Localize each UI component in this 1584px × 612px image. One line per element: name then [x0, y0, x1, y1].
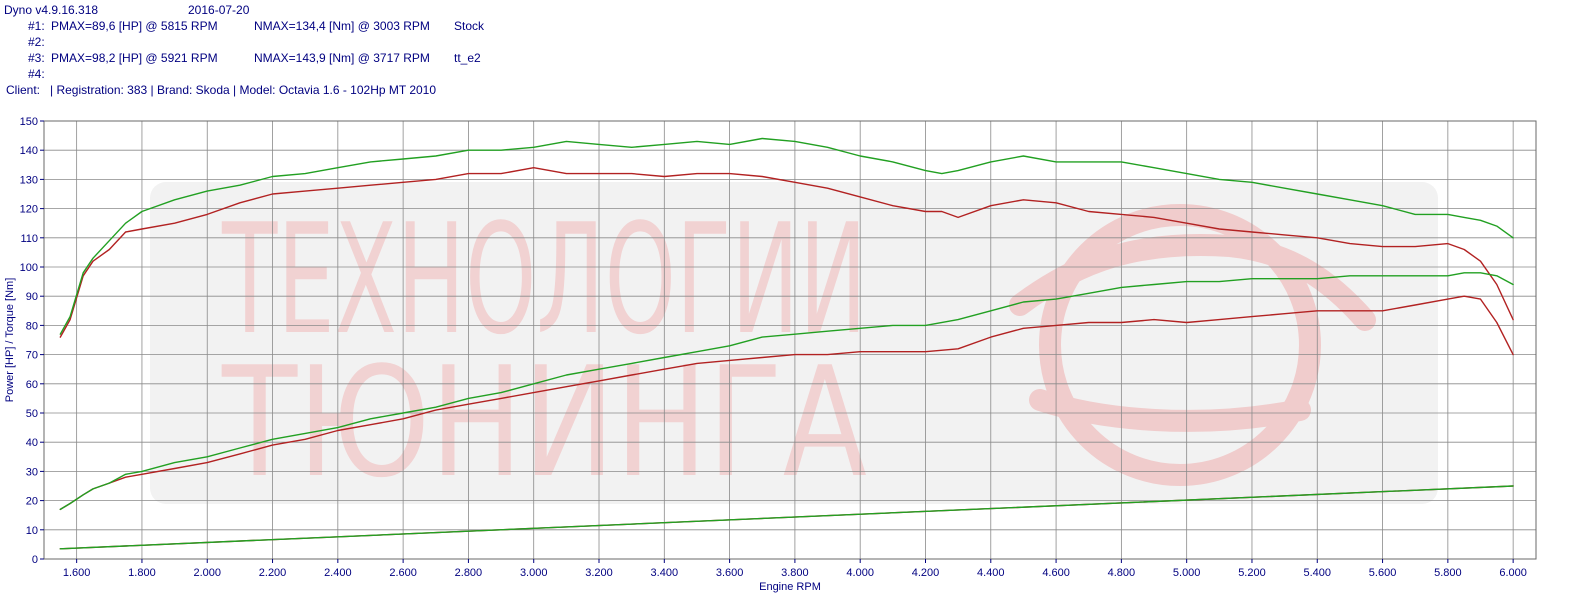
x-tick-label: 3.400 — [651, 567, 679, 579]
x-tick-label: 2.600 — [389, 567, 417, 579]
software-version: Dyno v4.9.16.318 — [4, 3, 99, 17]
y-tick-label: 30 — [26, 466, 38, 478]
watermark-car-logo — [1009, 204, 1376, 486]
run-3-pmax: PMAX=98,2 [HP] @ 5921 RPM — [51, 51, 218, 65]
y-tick-label: 50 — [26, 408, 38, 420]
x-tick-label: 4.000 — [846, 567, 874, 579]
y-tick-label: 100 — [20, 262, 38, 274]
x-tick-label: 2.800 — [455, 567, 483, 579]
x-tick-label: 2.200 — [259, 567, 287, 579]
y-tick-label: 80 — [26, 320, 38, 332]
x-tick-label: 3.000 — [520, 567, 548, 579]
run-1-pmax: PMAX=89,6 [HP] @ 5815 RPM — [51, 19, 218, 33]
x-tick-label: 4.200 — [912, 567, 940, 579]
y-tick-label: 130 — [20, 174, 38, 186]
y-axis-label: Power [HP] / Torque [Nm] — [4, 278, 16, 403]
x-tick-label: 5.600 — [1369, 567, 1397, 579]
chart-series — [59, 137, 1514, 550]
x-tick-label: 6.000 — [1499, 567, 1527, 579]
x-tick-label: 1.800 — [128, 567, 156, 579]
run-1-id: #1: — [28, 19, 45, 33]
run-4-id: #4: — [28, 67, 45, 81]
run-2-id: #2: — [28, 35, 45, 49]
y-tick-label: 20 — [26, 496, 38, 508]
x-tick-label: 5.000 — [1173, 567, 1201, 579]
x-tick-label: 2.400 — [324, 567, 352, 579]
x-axis-label: Engine RPM — [759, 581, 821, 593]
client-info: Client: | Registration: 383 | Brand: Sko… — [6, 83, 437, 97]
x-tick-label: 4.800 — [1108, 567, 1136, 579]
run-3-id: #3: — [28, 51, 45, 65]
x-tick-label: 3.600 — [716, 567, 744, 579]
y-tick-label: 40 — [26, 437, 38, 449]
axis-ticks: 0 10 20 30 40 50 60 70 80 90 100 110 120 130 140 150 1.6… — [20, 116, 1527, 579]
y-tick-label: 60 — [26, 379, 38, 391]
run-1-nmax: NMAX=134,4 [Nm] @ 3003 RPM — [254, 19, 430, 33]
y-tick-label: 110 — [20, 233, 38, 245]
x-tick-label: 4.600 — [1042, 567, 1070, 579]
y-tick-label: 150 — [20, 116, 38, 128]
x-tick-label: 5.200 — [1238, 567, 1266, 579]
x-tick-label: 5.800 — [1434, 567, 1462, 579]
y-tick-label: 10 — [26, 525, 38, 537]
series-line-torque-tuned — [59, 137, 1514, 335]
x-tick-label: 3.800 — [781, 567, 809, 579]
y-tick-label: 140 — [20, 145, 38, 157]
x-tick-label: 2.000 — [193, 567, 221, 579]
x-tick-label: 4.400 — [977, 567, 1005, 579]
run-3-name: tt_e2 — [454, 51, 481, 65]
x-tick-label: 3.200 — [585, 567, 613, 579]
x-tick-label: 5.400 — [1303, 567, 1331, 579]
series-line-loss-tuned — [59, 485, 1514, 550]
series-line-torque-stock — [59, 166, 1514, 338]
watermark-text-line2: ТЮНИНГА — [221, 334, 867, 511]
y-tick-label: 90 — [26, 291, 38, 303]
run-1-name: Stock — [454, 19, 485, 33]
test-date: 2016-07-20 — [188, 3, 250, 17]
series-line-power-stock — [59, 295, 1514, 511]
y-tick-label: 0 — [32, 554, 38, 566]
plot-frame — [43, 120, 1537, 560]
x-tick-label: 1.600 — [63, 567, 91, 579]
run-3-nmax: NMAX=143,9 [Nm] @ 3717 RPM — [254, 51, 430, 65]
series-line-power-tuned — [59, 272, 1514, 511]
y-tick-label: 70 — [26, 350, 38, 362]
y-tick-label: 120 — [20, 204, 38, 216]
